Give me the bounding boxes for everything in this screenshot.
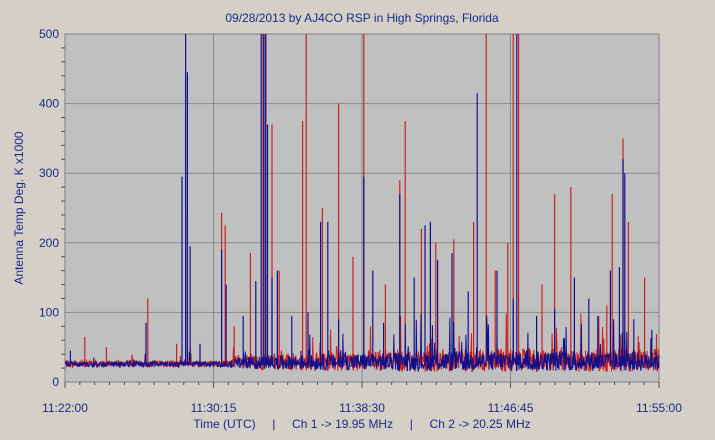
series-noise-line [64,313,660,372]
x-tick-label: 11:46:45 [488,401,534,415]
y-tick-label: 100 [39,305,59,319]
x-axis-ticks: 11:22:00 11:30:15 11:38:30 11:46:45 11:55:00 [42,401,682,415]
y-tick-label: 300 [39,166,59,180]
y-tick-label: 400 [39,97,59,111]
series-ch2 [64,34,660,372]
y-tick-label: 0 [52,375,59,389]
y-axis-ticks: 0 100 200 300 400 500 [39,27,59,389]
x-axis-label: Time (UTC) | Ch 1 -> 19.95 MHz | Ch 2 ->… [193,417,530,431]
chart-title: 09/28/2013 by AJ4CO RSP in High Springs,… [225,11,499,25]
y-tick-label: 200 [39,236,59,250]
x-tick-label: 11:55:00 [636,401,682,415]
y-axis-label: Antenna Temp Deg. K x1000 [12,131,26,285]
x-tick-label: 11:30:15 [191,401,237,415]
grid [65,34,659,382]
minor-ticks [61,47,660,388]
x-tick-label: 11:38:30 [339,401,385,415]
y-tick-label: 500 [39,27,59,41]
x-tick-label: 11:22:00 [42,401,88,415]
